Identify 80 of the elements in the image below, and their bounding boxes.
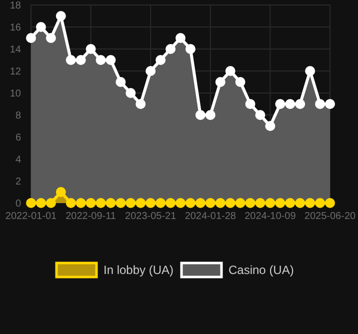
point: [205, 198, 216, 208]
point: [26, 198, 36, 208]
y-tick-label: 18: [10, 0, 22, 12]
point: [176, 198, 186, 208]
point: [126, 198, 136, 208]
point: [325, 198, 335, 208]
point: [156, 55, 166, 65]
point: [76, 198, 86, 208]
point: [285, 198, 296, 208]
point: [116, 198, 126, 208]
point: [255, 110, 266, 120]
point: [56, 11, 66, 21]
point: [205, 110, 216, 120]
point: [66, 55, 76, 65]
point: [106, 55, 116, 65]
y-tick-label: 2: [15, 176, 22, 188]
point: [36, 198, 46, 208]
y-tick-label: 14: [10, 44, 22, 56]
point: [295, 198, 306, 208]
point: [185, 198, 196, 208]
point: [325, 99, 335, 109]
point: [176, 33, 186, 43]
x-tick-label: 2022-09-11: [66, 211, 116, 222]
point: [245, 99, 256, 109]
legend-label: In lobby (UA): [104, 263, 174, 278]
y-tick-label: 16: [10, 22, 22, 34]
point: [146, 66, 156, 76]
x-tick-label: 2022-01-01: [5, 211, 58, 222]
point: [76, 55, 86, 65]
point: [166, 198, 176, 208]
point: [305, 66, 316, 76]
point: [96, 55, 106, 65]
y-tick-label: 6: [15, 132, 22, 144]
point: [96, 198, 106, 208]
point: [56, 187, 66, 197]
point: [315, 198, 326, 208]
point: [275, 198, 286, 208]
point: [225, 66, 236, 76]
point: [195, 110, 206, 120]
point: [26, 33, 36, 43]
y-tick-label: 0: [15, 198, 22, 210]
point: [86, 198, 96, 208]
point: [235, 198, 246, 208]
point: [166, 44, 176, 54]
y-tick-label: 8: [15, 110, 22, 122]
x-tick-label: 2025-06-20: [304, 211, 356, 222]
point: [275, 99, 286, 109]
point: [195, 198, 206, 208]
point: [185, 44, 196, 54]
point: [126, 88, 136, 98]
x-tick-label: 2023-05-21: [125, 211, 177, 222]
point: [265, 121, 276, 131]
x-tick-label: 2024-01-28: [184, 211, 236, 222]
y-tick-label: 4: [15, 154, 22, 166]
y-tick-label: 10: [10, 88, 22, 100]
point: [46, 33, 56, 43]
point: [315, 99, 326, 109]
point: [295, 99, 306, 109]
point: [86, 44, 96, 54]
point: [285, 99, 296, 109]
point: [235, 77, 246, 87]
point: [146, 198, 156, 208]
point: [66, 198, 76, 208]
legend-label: Casino (UA): [228, 263, 294, 278]
y-tick-label: 12: [10, 66, 22, 78]
point: [106, 198, 116, 208]
point: [225, 198, 236, 208]
point: [136, 198, 146, 208]
point: [215, 77, 226, 87]
point: [46, 198, 56, 208]
point: [116, 77, 126, 87]
point: [255, 198, 266, 208]
point: [36, 22, 46, 32]
x-tick-label: 2024-10-09: [244, 211, 296, 222]
point: [265, 198, 276, 208]
point: [245, 198, 256, 208]
point: [305, 198, 316, 208]
point: [156, 198, 166, 208]
point: [136, 99, 146, 109]
point: [215, 198, 226, 208]
